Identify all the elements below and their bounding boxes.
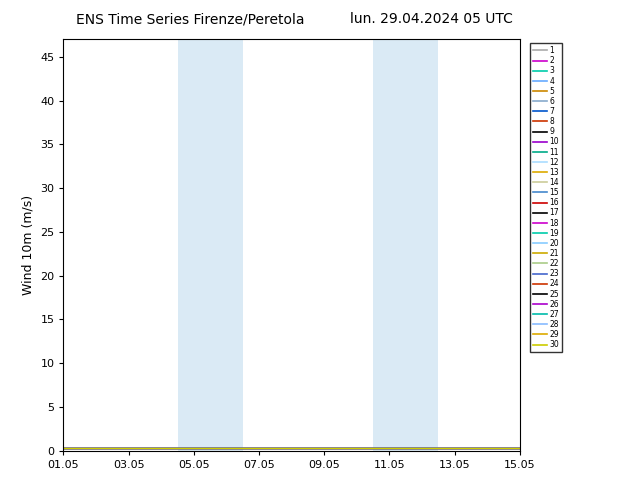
Bar: [210, 39, 243, 451]
Legend: 1, 2, 3, 4, 5, 6, 7, 8, 9, 10, 11, 12, 13, 14, 15, 16, 17, 18, 19, 20, 21, 22, 2: 1, 2, 3, 4, 5, 6, 7, 8, 9, 10, 11, 12, 1…: [530, 43, 562, 352]
Text: ENS Time Series Firenze/Peretola: ENS Time Series Firenze/Peretola: [76, 12, 304, 26]
Bar: [178, 39, 210, 451]
Y-axis label: Wind 10m (m/s): Wind 10m (m/s): [22, 195, 35, 295]
Bar: [406, 39, 438, 451]
Text: lun. 29.04.2024 05 UTC: lun. 29.04.2024 05 UTC: [350, 12, 512, 26]
Bar: [373, 39, 406, 451]
